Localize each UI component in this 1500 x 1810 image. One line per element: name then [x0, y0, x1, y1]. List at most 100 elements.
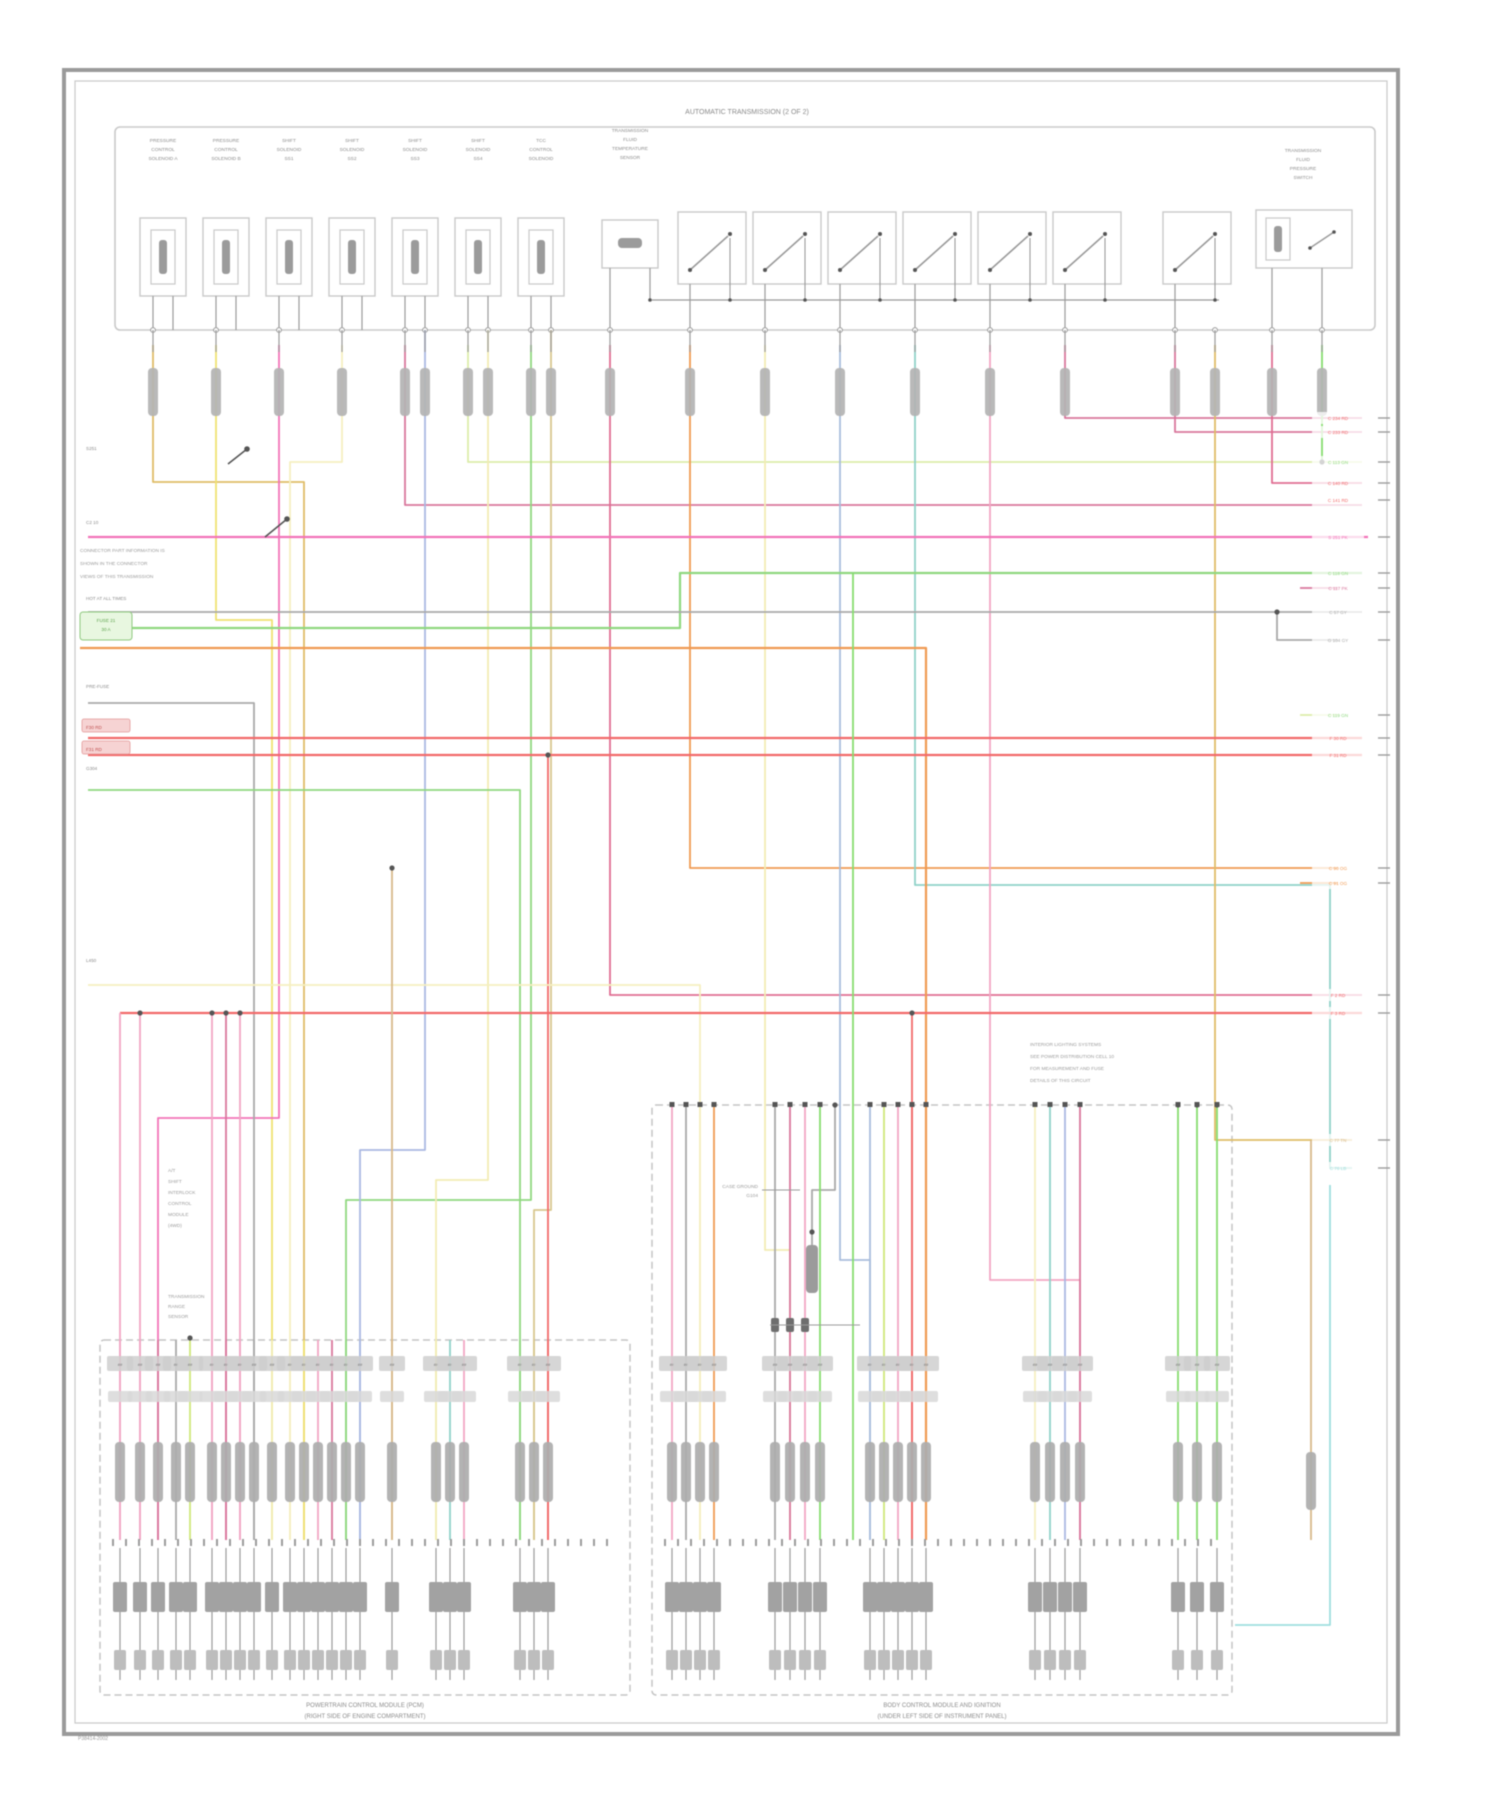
pin-number-tick — [320, 1539, 322, 1546]
solenoid-inner — [465, 229, 491, 285]
inline-connector-pill — [355, 1442, 365, 1502]
pin-number-tick — [859, 1539, 861, 1546]
fuse-label-text: FUSE 21 — [97, 618, 116, 623]
module-pin-label — [878, 1650, 890, 1670]
solenoid-label: SHIFT — [408, 138, 422, 144]
inline-connector-pill — [526, 368, 536, 416]
pin-number-tick — [112, 1539, 114, 1546]
inline-connector-pill — [221, 1442, 231, 1502]
solenoid-core — [285, 240, 293, 274]
module-pin-label — [298, 1650, 310, 1670]
right-destination-label: C 117 PK — [1328, 586, 1348, 591]
junction-dot — [137, 1010, 143, 1016]
pin-number-tick — [242, 1539, 244, 1546]
inline-connector-pill — [879, 1442, 889, 1502]
junction-dot — [223, 1010, 229, 1016]
sensor-label: SENSOR — [620, 155, 641, 161]
solenoid-label: SHIFT — [345, 138, 359, 144]
pressure-switch-label: SWITCH — [1294, 175, 1313, 181]
pin-number-tick — [833, 1539, 835, 1546]
inline-connector-pill — [185, 1442, 195, 1502]
right-destination-label: C 91 OG — [1329, 881, 1348, 886]
transmission-assembly-box — [114, 126, 1376, 331]
pin-number-tick — [1171, 1539, 1173, 1546]
pressure-switch-label: TRANSMISSION — [1285, 148, 1322, 154]
wire-code-text: ## — [302, 1362, 307, 1367]
inline-connector-pill — [1060, 1442, 1070, 1502]
pin-number-tick — [1093, 1539, 1095, 1546]
switch-outline — [1052, 211, 1122, 285]
module-pin-dot — [711, 1102, 717, 1107]
wire — [689, 345, 1338, 869]
switch-outline — [902, 211, 972, 285]
pin-number-tick — [1041, 1539, 1043, 1546]
pin-number-tick — [1054, 1539, 1056, 1546]
switch-terminal — [1103, 232, 1107, 236]
wire-code-text: ## — [670, 1362, 675, 1367]
switch-blade — [764, 235, 804, 271]
module-pin-label — [151, 1582, 165, 1612]
solenoid-label: SOLENOID — [403, 147, 428, 153]
right-destination-label: C 140 RD — [1328, 481, 1349, 486]
pin-number-tick — [528, 1539, 530, 1546]
wire-code-label — [452, 1391, 476, 1402]
module-pin-dot — [1032, 1102, 1038, 1107]
pin-number-tick — [268, 1539, 270, 1546]
pin-number-tick — [963, 1539, 965, 1546]
module-caption: (UNDER LEFT SIDE OF INSTRUMENT PANEL) — [877, 1714, 1006, 1720]
inline-connector-pill — [1317, 368, 1327, 416]
inline-connector-pill — [148, 368, 158, 416]
switch-outline — [977, 211, 1047, 285]
wire-code-text: ## — [546, 1362, 551, 1367]
right-label-bg — [1312, 989, 1364, 1001]
pin-number-tick — [190, 1539, 192, 1546]
right-destination-label: C 90 OG — [1329, 866, 1348, 871]
module-pin-label — [783, 1582, 797, 1612]
module-pin-label — [284, 1650, 296, 1670]
wire-code-label — [1067, 1356, 1093, 1371]
pin-number-tick — [989, 1539, 991, 1546]
inline-connector-pill — [235, 1442, 245, 1502]
junction-dot — [237, 1010, 243, 1016]
pin-number-tick — [138, 1539, 140, 1546]
switch-blade — [839, 235, 879, 271]
pin-number-tick — [411, 1539, 413, 1546]
wire-code-text: ## — [1195, 1362, 1200, 1367]
pin-number-tick — [385, 1539, 387, 1546]
pin-number-tick — [1145, 1539, 1147, 1546]
page-border-inner — [74, 80, 1388, 1724]
solenoid-inner — [276, 229, 302, 285]
module-pin-label — [220, 1650, 232, 1670]
solenoid-label: SOLENOID — [340, 147, 365, 153]
pin-number-tick — [950, 1539, 952, 1546]
module-pin-label — [430, 1650, 442, 1670]
module-pin-label — [283, 1582, 297, 1612]
wire-code-text: ## — [818, 1362, 823, 1367]
module-pin-label — [1171, 1582, 1185, 1612]
wire-code-text: ## — [1176, 1362, 1181, 1367]
wire-code-text: ## — [138, 1362, 143, 1367]
module-pin-dot — [1047, 1102, 1053, 1107]
left-source-label: F31 RD — [86, 747, 103, 752]
right-destination-label: C 76 LB — [1330, 1166, 1347, 1171]
wire-code-label — [1068, 1391, 1092, 1402]
splice-dot — [244, 446, 250, 452]
module-pin-dot — [923, 1102, 929, 1107]
module-pin-label — [905, 1582, 919, 1612]
solenoid-outline — [328, 217, 376, 297]
junction-dot — [545, 752, 551, 758]
module-pin-label — [877, 1582, 891, 1612]
right-destination-label: C 118 GN — [1328, 571, 1348, 576]
inline-connector-pill — [1060, 368, 1070, 416]
pin-number-tick — [664, 1539, 666, 1546]
pin-number-tick — [281, 1539, 283, 1546]
junction-dot — [1214, 1102, 1220, 1108]
module-pin-label — [134, 1650, 146, 1670]
inline-connector-pill — [1030, 1442, 1040, 1502]
footer-note: P38414-2002 — [78, 1736, 108, 1742]
junction-dot — [209, 1010, 215, 1016]
pin-number-tick — [703, 1539, 705, 1546]
pin-number-tick — [476, 1539, 478, 1546]
wire — [88, 789, 521, 1540]
right-label-bg — [1312, 749, 1364, 761]
